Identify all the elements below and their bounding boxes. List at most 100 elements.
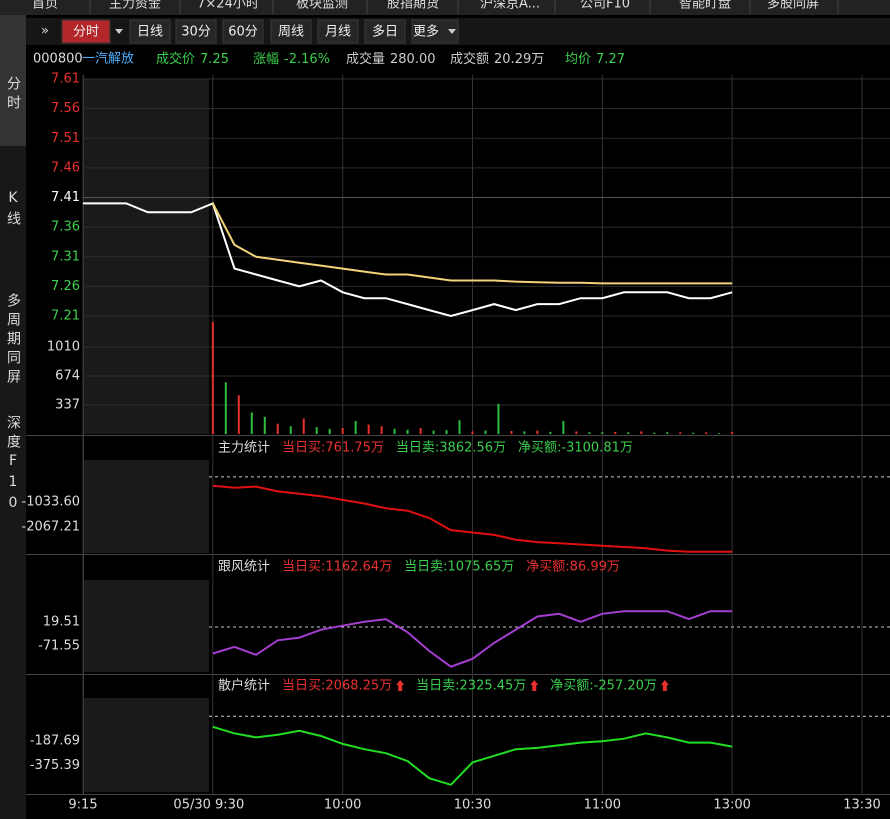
y-tick-label: -71.55 [38,638,80,653]
volume-bar [640,431,643,434]
toolbar-label[interactable]: 分时 [73,25,99,40]
sidebar [0,15,26,819]
volume-bar [549,431,552,434]
volume-bar [419,427,422,434]
toolbar-label[interactable]: 多日 [372,24,398,40]
toolbar-label[interactable]: 60分 [228,25,258,40]
x-tick-label: 13:00 [713,798,750,813]
nav-tab[interactable]: 股指期货 [387,0,439,12]
dropdown-arrow[interactable] [115,29,123,34]
panel-stat: 当日买:761.75万 [282,441,384,456]
y-tick-label: -1033.60 [22,494,80,509]
y-tick-label: 7.21 [51,309,80,324]
toolbar-button[interactable] [411,19,459,44]
panel-stat: 当日卖:1075.65万 [404,560,514,575]
panel-stat: 当日卖:2325.45万 [416,679,526,694]
up-arrow [396,680,405,691]
volume-bar [250,412,253,434]
y-tick-label: 19.51 [43,614,80,629]
toolbar-button[interactable] [129,19,171,44]
sidebar-tab[interactable]: K线 [5,190,21,230]
volume-bar [380,426,383,434]
series-line [212,725,733,786]
nav-tab[interactable]: 智能盯盘 [679,0,731,12]
panel-stat: 净买额:-3100.81万 [518,441,633,456]
toolbar-label[interactable]: 更多 [413,24,439,40]
nav-tab[interactable]: 板块监测 [296,0,348,12]
nav-tab[interactable]: 沪深京A... [480,0,540,12]
volume-bar [497,403,500,434]
volume-bar [562,421,565,434]
volume-bar [302,418,305,434]
x-tick-label: 9:15 [68,798,97,813]
toolbar-button[interactable] [61,19,111,44]
sidebar-tab[interactable]: 分时 [5,76,21,114]
volume-bar [393,428,396,434]
sidebar-tab[interactable]: 深度F10 [5,414,21,516]
volume-bar [471,431,474,434]
up-arrow [530,680,539,691]
volume-bar [601,432,604,434]
toolbar-label[interactable]: 月线 [325,25,351,40]
volume-bar [224,382,227,434]
volume-bar [731,431,734,434]
y-tick-label: 337 [55,397,80,412]
toolbar-label[interactable]: 30分 [181,25,211,40]
volume-bar [354,421,357,434]
quote-value: 280.00 [390,52,436,67]
quote-field: 涨幅 -2.16% [253,52,330,67]
quote-value: -2.16% [284,52,330,67]
volume-bar [484,430,487,434]
volume-bar [575,431,578,434]
stock-name[interactable]: 一汽解放 [82,52,134,67]
nav-tab[interactable]: 多股同屏 [767,0,819,12]
quote-label: 成交量 [346,51,385,67]
sidebar-tab[interactable]: 多周期同屏 [5,292,21,388]
panel-title: 主力统计 [218,441,270,456]
premarket-area [83,698,209,792]
x-tick-label: 11:00 [584,798,621,813]
panel-stat: 当日买:1162.64万 [282,560,392,575]
y-tick-label: 7.31 [51,249,80,264]
y-tick-label: 7.41 [51,190,80,205]
volume-bar [263,416,266,434]
volume-bar [718,433,721,434]
volume-bar [406,429,409,434]
volume-bar [692,432,695,434]
volume-bar [705,432,708,434]
y-tick-label: 7.61 [51,72,80,87]
panel-stat: 当日卖:3862.56万 [396,441,506,456]
y-tick-label: 7.46 [51,160,80,175]
y-tick-label: 7.51 [51,131,80,146]
volume-bar [315,427,318,434]
x-tick-label: 10:00 [324,798,361,813]
toolbar-button[interactable] [270,19,312,44]
dropdown-arrow[interactable] [448,29,456,34]
volume-bar [653,432,656,434]
toolbar-button[interactable] [175,19,217,44]
nav-tab[interactable]: 主力资金 [109,0,161,12]
quote-field: 成交额 20.29万 [450,51,544,67]
volume-bar [510,430,513,434]
toolbar-label[interactable]: 周线 [278,25,304,40]
sidebar-active [0,15,26,146]
stock-code: 000800 [33,52,83,67]
volume-bar [432,430,435,434]
nav-tab[interactable]: 公司F10 [580,0,630,12]
volume-bar [627,432,630,434]
toolbar-label[interactable]: 日线 [137,25,163,40]
toolbar-button[interactable] [222,19,264,44]
quote-label: 成交额 [450,51,489,67]
series-line [83,202,733,318]
panel-stat: 净买额:86.99万 [526,560,620,575]
y-tick-label: -2067.21 [22,519,80,534]
nav-tab[interactable]: 7×24小时 [197,0,259,12]
y-tick-label: 7.26 [51,279,80,294]
toolbar-button[interactable] [317,19,359,44]
y-tick-label: -187.69 [30,734,80,749]
quote-field: 成交价 7.25 [156,51,229,67]
nav-tab[interactable]: 首页 [32,0,58,12]
expand-icon[interactable]: » [41,24,49,39]
volume-bar [588,432,591,434]
toolbar-button[interactable] [364,19,406,44]
